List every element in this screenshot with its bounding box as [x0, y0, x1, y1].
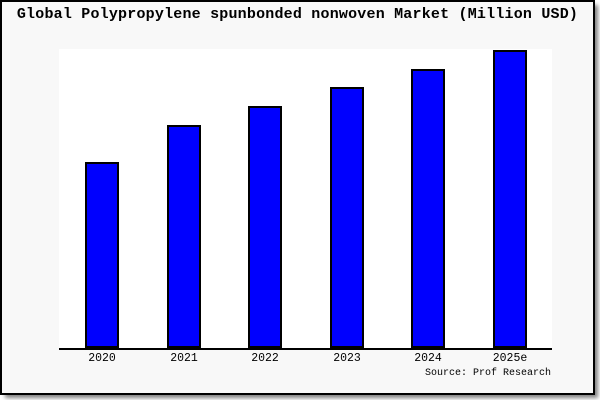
chart-title: Global Polypropylene spunbonded nonwoven… — [16, 6, 579, 23]
bar-2025e — [493, 50, 527, 348]
x-tick-label-2023: 2023 — [333, 352, 361, 365]
x-tick-label-2024: 2024 — [414, 352, 442, 365]
x-tick-label-2022: 2022 — [251, 352, 279, 365]
source-label: Source: Prof Research — [424, 368, 551, 379]
plot-area — [59, 49, 552, 350]
bar-2021 — [167, 125, 201, 348]
bar-2022 — [248, 106, 282, 348]
x-tick-label-2021: 2021 — [170, 352, 198, 365]
x-tick-label-2025e: 2025e — [492, 352, 528, 365]
bar-2020 — [85, 162, 119, 348]
x-tick-label-2020: 2020 — [88, 352, 116, 365]
bar-2023 — [330, 87, 364, 348]
bar-2024 — [411, 69, 445, 348]
